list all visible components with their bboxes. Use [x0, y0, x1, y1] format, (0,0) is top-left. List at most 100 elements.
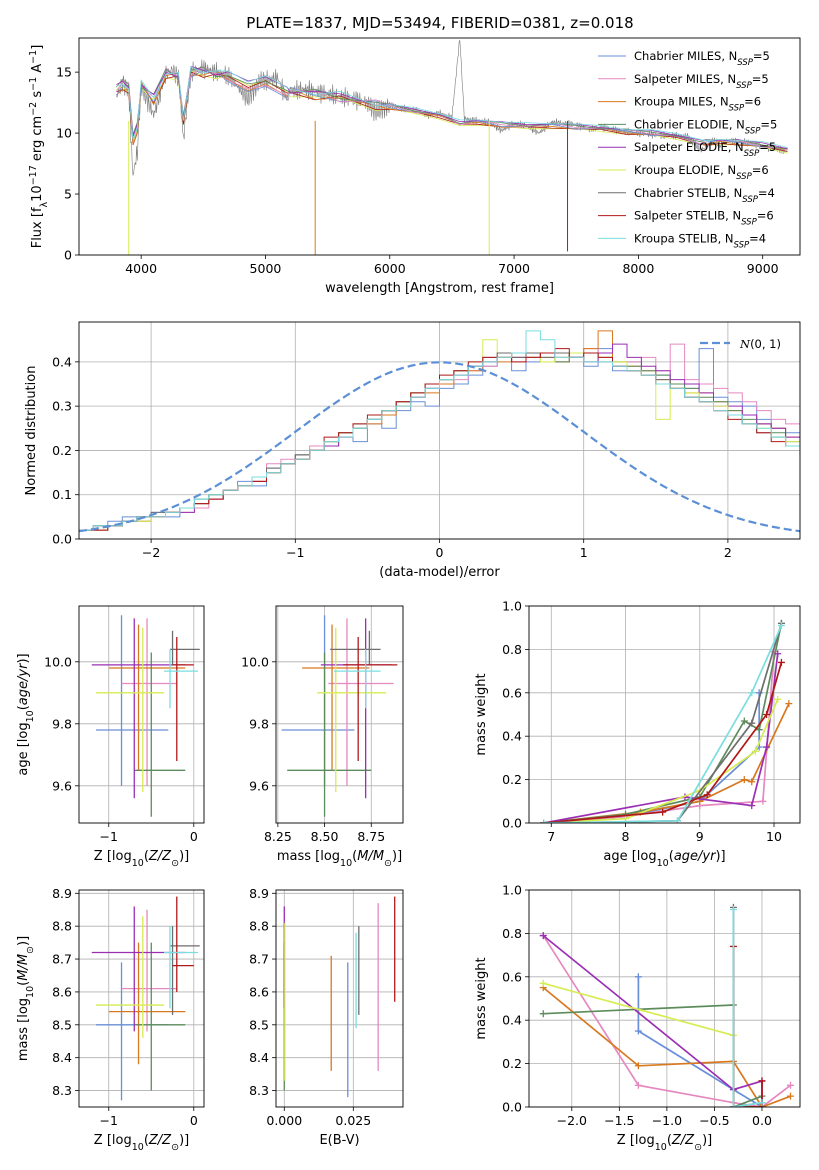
figure-title: PLATE=1837, MJD=53494, FIBERID=0381, z=0… — [246, 14, 633, 32]
label-part: 10 — [132, 858, 144, 869]
x-tick-label: 7 — [547, 829, 555, 844]
legend-label: Chabrier ELODIE, N — [634, 117, 745, 131]
weight-line-kroupa-stelib — [543, 625, 783, 823]
spectrum-model-line — [116, 65, 788, 150]
weight-line-kroupa-stelib — [732, 909, 763, 1107]
legend-count: =5 — [759, 140, 776, 154]
weight-line-salpeter-stelib — [543, 662, 783, 823]
legend-count: =4 — [749, 231, 766, 245]
x-tick-label: 4000 — [125, 261, 157, 276]
errorbar-chabrier-stelib — [169, 926, 200, 1015]
y-tick-label: 0 — [64, 248, 72, 263]
errorbar-salpeter-stelib — [343, 637, 398, 761]
label-part: ( — [352, 849, 357, 864]
x-tick-label: 0.025 — [335, 1113, 371, 1128]
x-tick-label: 8.75 — [357, 829, 385, 844]
histogram-step-chabrier-stelib — [79, 352, 800, 539]
legend-label: Chabrier STELIB, N — [634, 186, 742, 200]
label-part: ⊙ — [171, 858, 179, 869]
label-part: −1 — [28, 50, 39, 64]
label-part: A — [30, 64, 45, 77]
y-tick-label: 9.6 — [52, 778, 72, 793]
y-tick-label: 10 — [56, 126, 72, 141]
weight-point-marker — [748, 802, 756, 810]
legend-entry: Kroupa MILES, NSSP=6 — [634, 95, 761, 114]
label-part: 10 — [657, 858, 669, 869]
legend-label: Kroupa STELIB, N — [634, 231, 734, 245]
label-part: )] — [16, 653, 31, 663]
label-part: ⊙ — [171, 1142, 179, 1153]
weight-point-marker — [634, 1081, 642, 1089]
x-tick-label: 1 — [580, 545, 588, 560]
y-tick-label: 15 — [56, 65, 72, 80]
label-part: ( — [144, 1133, 149, 1148]
y-tick-label: 0.4 — [502, 1013, 522, 1028]
weight-point-marker — [786, 1092, 794, 1100]
y-tick-label: 0.1 — [52, 487, 72, 502]
axes-frame — [275, 889, 404, 1108]
legend-sub: SSP — [745, 126, 761, 136]
errorbar-kroupa-elodie — [96, 916, 165, 1038]
y-tick-label: 8.3 — [52, 1083, 72, 1098]
label-part: −1 — [28, 77, 39, 91]
y-tick-label: 1.0 — [502, 599, 522, 614]
plot-area-massweight_vs_Z — [539, 903, 794, 1107]
errorbar-kroupa-miles — [108, 624, 186, 771]
axes-frame — [78, 37, 801, 256]
weight-point-marker — [740, 717, 748, 725]
axes-massweight_vs_Z: −2.0 −1.5 −1.0 −0.5 0.0 0.0 0.2 0.4 0.6 0.8 1.0 Z [… — [474, 883, 801, 1153]
label-part: ( — [16, 981, 31, 986]
plot-area-mass_vs_Z — [91, 896, 200, 1101]
y-tick-label: 8.9 — [52, 886, 72, 901]
normal-curve — [79, 361, 800, 533]
errorbar-salpeter-stelib — [172, 896, 194, 992]
weight-point-marker — [539, 1010, 547, 1018]
x-axis-label: Z [log10(Z/Z⊙)] — [617, 1133, 712, 1153]
y-tick-label: 8.8 — [249, 919, 269, 934]
label-part: ⊙ — [694, 1142, 702, 1153]
errorbar-salpeter-miles — [328, 618, 394, 786]
spectrum-model-line — [116, 70, 788, 154]
errorbar-kroupa-stelib — [333, 649, 381, 709]
label-part: Z/Z — [148, 1133, 172, 1148]
legend-entry: Chabrier MILES, NSSP=5 — [634, 49, 770, 68]
y-tick-label: 1.0 — [502, 883, 522, 898]
y-tick-label: 8.3 — [249, 1083, 269, 1098]
legend-sub: SSP — [734, 240, 750, 250]
label-part: Z/Z — [671, 1133, 695, 1148]
y-tick-label: 8.6 — [249, 984, 269, 999]
axes-age_vs_mass: 8.25 8.50 8.75 9.6 9.8 10.0 mass [log10(M/M⊙)] — [241, 605, 404, 869]
y-tick-label: 0.0 — [52, 532, 72, 547]
x-tick-label: 2 — [724, 545, 732, 560]
y-tick-label: 10.0 — [241, 654, 269, 669]
label-part: 10 — [25, 710, 36, 722]
label-part: ( — [669, 849, 674, 864]
label-part: Z/Z — [148, 849, 172, 864]
x-tick-label: 8 — [622, 829, 630, 844]
weight-point-marker — [673, 817, 681, 823]
axes-mass_vs_ebv: 0.000 0.025 8.3 8.4 8.5 8.6 8.7 8.8 8.9 E(B-V) — [249, 886, 404, 1148]
label-part: 10 — [132, 1142, 144, 1153]
weight-point-marker — [729, 1103, 737, 1107]
weight-point-marker — [785, 700, 793, 708]
y-tick-label: 8.4 — [249, 1050, 269, 1065]
histogram-step-chabrier-elodie — [79, 352, 800, 539]
y-tick-label: 0.2 — [502, 1056, 522, 1071]
label-part: 10 — [25, 986, 36, 998]
x-axis-label: age [log10(age/yr)] — [603, 849, 725, 869]
label-part: age/yr — [16, 662, 31, 705]
errorbar-salpeter-miles — [121, 909, 177, 1032]
x-tick-label: −1 — [286, 545, 304, 560]
weight-point-marker — [634, 1062, 642, 1070]
errorbar-kroupa-stelib — [164, 649, 199, 709]
x-tick-label: 8000 — [622, 261, 654, 276]
plot-area-residuals — [79, 330, 800, 539]
label-part: ( — [667, 1133, 672, 1148]
weight-line-salpeter-miles — [543, 651, 775, 823]
label-part: Z [log — [617, 1133, 655, 1148]
weight-point-marker — [758, 1099, 766, 1107]
legend-sub: SSP — [736, 172, 752, 182]
x-tick-label: 6000 — [374, 261, 406, 276]
x-axis-label: (data-model)/error — [379, 565, 500, 580]
